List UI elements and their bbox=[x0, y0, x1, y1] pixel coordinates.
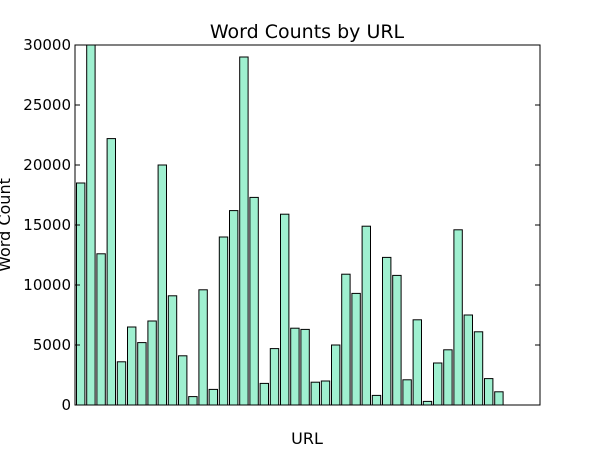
bar bbox=[280, 213, 290, 406]
bar bbox=[76, 182, 86, 406]
bar bbox=[300, 328, 310, 406]
bars-group bbox=[76, 44, 504, 406]
bar bbox=[249, 196, 259, 406]
bar bbox=[463, 314, 474, 406]
bar bbox=[371, 394, 382, 406]
y-ticks-group: 0 5000 10000 15000 20000 25000 30000 bbox=[23, 36, 540, 414]
bar bbox=[484, 378, 494, 406]
y-tick-label: 5000 bbox=[33, 336, 71, 354]
y-tick-label: 30000 bbox=[23, 36, 71, 54]
bar bbox=[106, 138, 116, 406]
bar bbox=[167, 295, 178, 406]
bar bbox=[178, 355, 188, 406]
bar bbox=[127, 326, 137, 406]
bar bbox=[218, 236, 229, 406]
bar bbox=[331, 344, 341, 406]
bar bbox=[116, 361, 127, 406]
bar bbox=[96, 253, 106, 406]
bar bbox=[157, 164, 168, 406]
y-tick-label: 25000 bbox=[23, 96, 71, 114]
bar bbox=[392, 274, 402, 406]
y-tick-label: 15000 bbox=[23, 216, 71, 234]
bar bbox=[198, 289, 208, 406]
bar bbox=[422, 400, 433, 406]
bar bbox=[86, 44, 96, 406]
y-axis-label: Word Count bbox=[0, 178, 14, 272]
bar bbox=[269, 348, 280, 406]
bar bbox=[402, 379, 412, 406]
x-axis-label: URL bbox=[291, 429, 323, 448]
plot-frame bbox=[74, 44, 541, 406]
y-tick-label: 20000 bbox=[23, 156, 71, 174]
bar bbox=[351, 292, 361, 406]
bar bbox=[453, 229, 463, 406]
bar bbox=[188, 396, 198, 406]
bar bbox=[433, 362, 443, 406]
bar bbox=[320, 380, 331, 406]
bar bbox=[494, 391, 504, 406]
bar bbox=[473, 331, 484, 406]
bar bbox=[412, 319, 423, 406]
bar bbox=[341, 273, 351, 406]
bar bbox=[239, 56, 249, 406]
y-tick-label: 0 bbox=[61, 396, 71, 414]
bar bbox=[361, 225, 372, 406]
bar bbox=[208, 388, 219, 406]
bar bbox=[229, 210, 239, 406]
y-tick-label: 10000 bbox=[23, 276, 71, 294]
chart-title: Word Counts by URL bbox=[210, 21, 405, 43]
bar bbox=[147, 320, 157, 406]
bar bbox=[443, 349, 453, 406]
bar bbox=[137, 342, 147, 406]
bar bbox=[259, 382, 270, 406]
bar bbox=[290, 327, 300, 406]
bar bbox=[382, 256, 392, 406]
bar bbox=[310, 381, 321, 406]
